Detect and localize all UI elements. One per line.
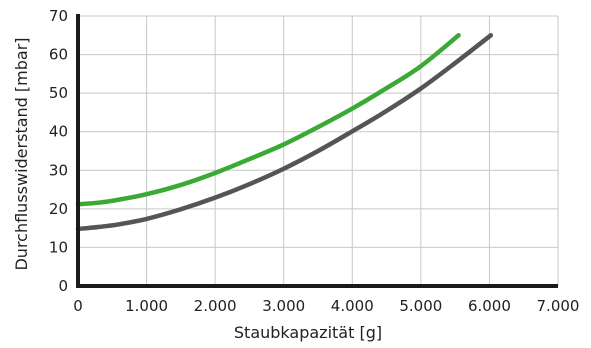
x-tick-label: 3.000 <box>262 297 305 315</box>
x-tick-label: 6.000 <box>468 297 511 315</box>
y-tick-label: 0 <box>58 277 68 295</box>
x-tick-label: 1.000 <box>125 297 168 315</box>
x-tick-label: 4.000 <box>331 297 374 315</box>
series-line-1 <box>75 33 461 207</box>
y-axis-title-group: Durchflusswiderstand [mbar] <box>12 37 31 270</box>
y-axis-title: Durchflusswiderstand [mbar] <box>12 37 31 270</box>
y-tick-labels: 0 10 20 30 40 50 60 70 <box>49 7 68 295</box>
x-tick-label: 5.000 <box>399 297 442 315</box>
x-axis-title: Staubkapazität [g] <box>234 323 382 342</box>
y-tick-label: 30 <box>49 161 68 179</box>
y-tick-label: 20 <box>49 200 68 218</box>
x-tick-label: 0 <box>73 297 83 315</box>
chart-grid <box>77 15 559 287</box>
y-tick-label: 10 <box>49 238 68 256</box>
series-lines <box>75 33 494 232</box>
y-tick-label: 60 <box>49 46 68 64</box>
y-tick-label: 70 <box>49 7 68 25</box>
chart-axes <box>76 14 558 288</box>
series-line-2 <box>75 33 494 232</box>
x-tick-labels: 0 1.000 2.000 3.000 4.000 5.000 6.000 7.000 <box>73 297 579 315</box>
x-tick-label: 2.000 <box>194 297 237 315</box>
y-tick-label: 50 <box>49 84 68 102</box>
y-tick-label: 40 <box>49 123 68 141</box>
x-tick-label: 7.000 <box>537 297 580 315</box>
